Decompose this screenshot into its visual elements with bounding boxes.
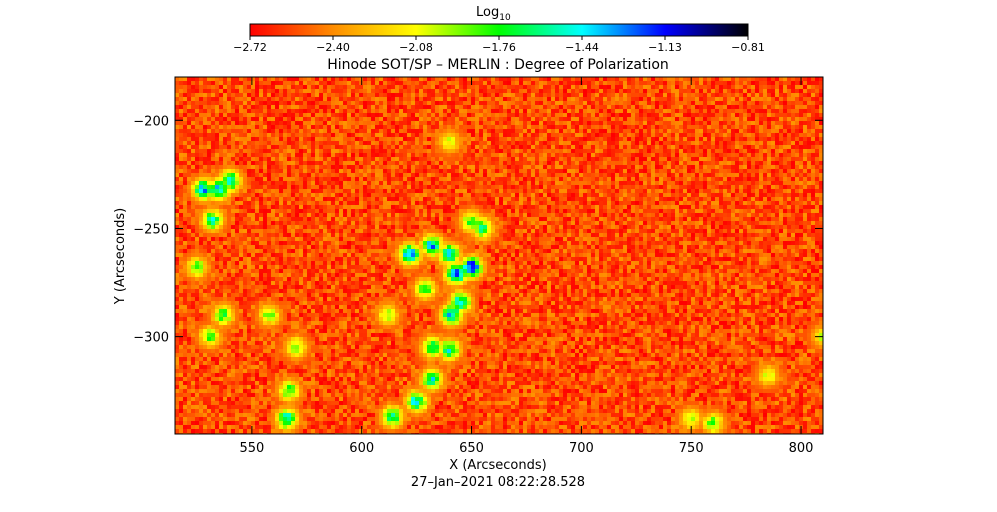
colorbar <box>250 24 748 36</box>
y-tick-label: −300 <box>133 331 169 346</box>
x-axis-label: X (Arcseconds) <box>449 458 546 473</box>
chart-title: Hinode SOT/SP – MERLIN : Degree of Polar… <box>327 57 669 73</box>
colorbar-tick-label: −1.76 <box>482 41 516 54</box>
colorbar-tick-label: −0.81 <box>731 41 765 54</box>
colorbar-ticks: −2.72 −2.40 −2.08 −1.76 −1.44 −1.13 −0.81 <box>233 36 765 54</box>
colorbar-tick-label: −2.72 <box>233 41 267 54</box>
x-tick-label: 550 <box>239 441 264 456</box>
colorbar-tick-label: −1.13 <box>648 41 682 54</box>
colorbar-tick-label: −2.08 <box>399 41 433 54</box>
x-tick-label: 600 <box>349 441 374 456</box>
colorbar-label: Log10 <box>476 5 511 23</box>
timestamp: 27–Jan–2021 08:22:28.528 <box>411 475 585 490</box>
x-tick-label: 800 <box>789 441 814 456</box>
y-tick-label: −200 <box>133 114 169 129</box>
polarization-map <box>175 77 823 437</box>
colorbar-tick-label: −2.40 <box>316 41 350 54</box>
colorbar-label-subscript: 10 <box>499 13 511 23</box>
colorbar-tick-label: −1.44 <box>565 41 599 54</box>
y-tick-label: −250 <box>133 222 169 237</box>
x-tick-label: 750 <box>679 441 704 456</box>
y-axis-label: Y (Arcseconds) <box>113 208 128 305</box>
x-tick-label: 700 <box>569 441 594 456</box>
x-tick-label: 650 <box>459 441 484 456</box>
